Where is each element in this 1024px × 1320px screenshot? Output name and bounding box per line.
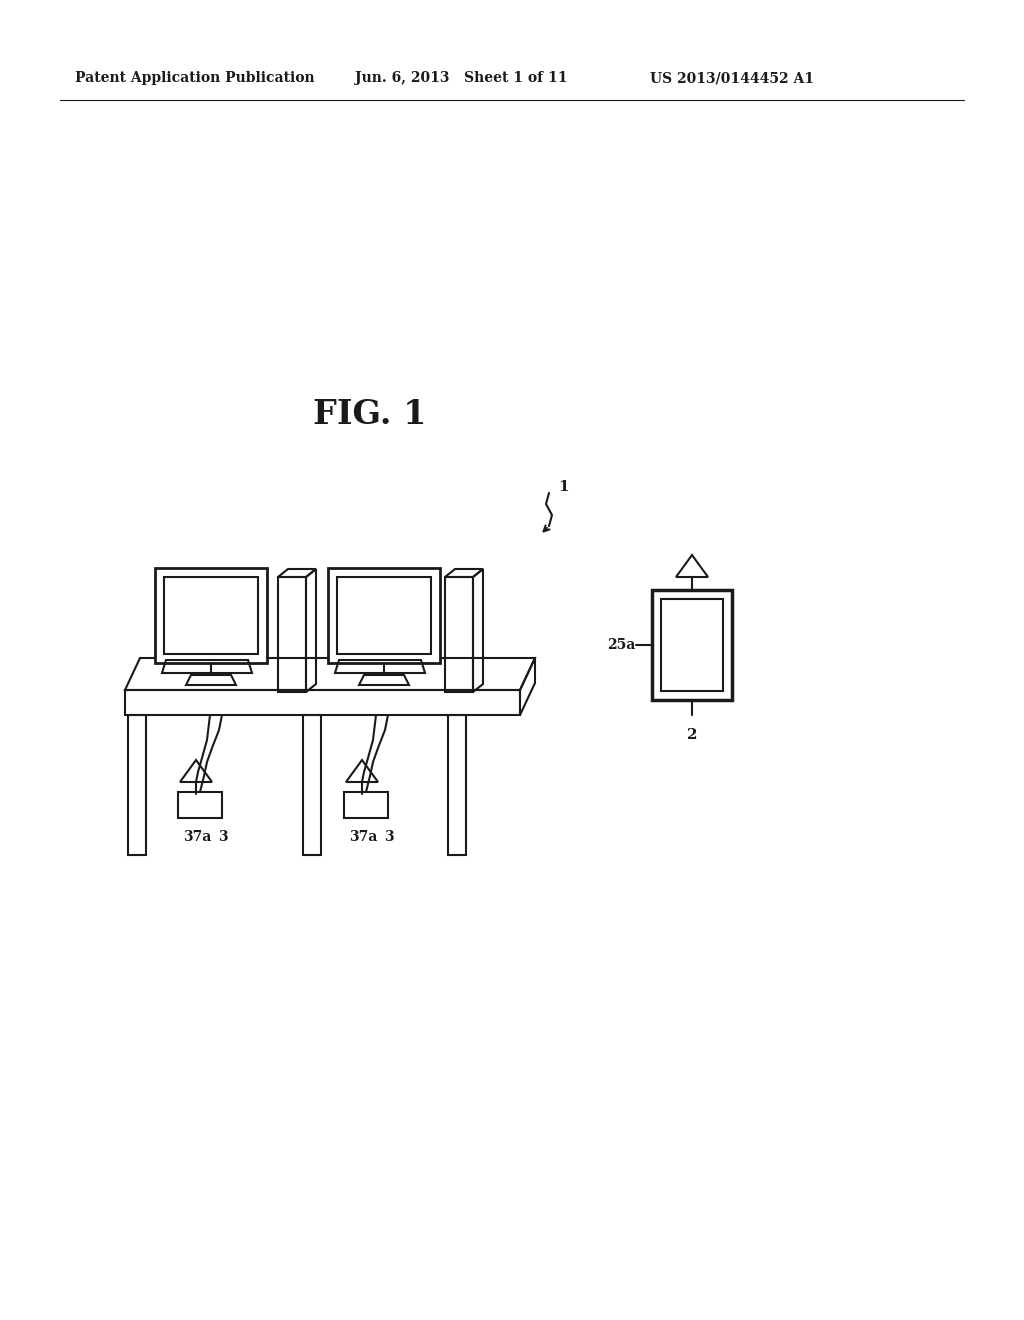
Text: US 2013/0144452 A1: US 2013/0144452 A1 (650, 71, 814, 84)
Bar (652, 590, 732, 700)
Bar (662, 599, 723, 690)
Text: 3: 3 (384, 830, 393, 843)
Polygon shape (676, 554, 708, 577)
Text: Jun. 6, 2013   Sheet 1 of 11: Jun. 6, 2013 Sheet 1 of 11 (355, 71, 567, 84)
Text: FIG. 1: FIG. 1 (313, 399, 427, 432)
Bar (128, 715, 146, 855)
Bar (344, 792, 388, 818)
Bar (164, 577, 258, 653)
Text: Patent Application Publication: Patent Application Publication (75, 71, 314, 84)
Bar (155, 568, 267, 663)
Bar (178, 792, 222, 818)
Text: 3: 3 (218, 830, 227, 843)
Polygon shape (346, 760, 378, 781)
Text: 37a: 37a (349, 830, 378, 843)
Text: 1: 1 (558, 480, 568, 494)
Polygon shape (180, 760, 212, 781)
Bar (328, 568, 440, 663)
Bar (449, 715, 466, 855)
Bar (278, 577, 306, 692)
Bar (445, 577, 473, 692)
Bar (337, 577, 431, 653)
Text: 37a: 37a (183, 830, 211, 843)
Bar (303, 715, 321, 855)
Text: 2: 2 (687, 729, 697, 742)
Text: 25a: 25a (606, 638, 635, 652)
